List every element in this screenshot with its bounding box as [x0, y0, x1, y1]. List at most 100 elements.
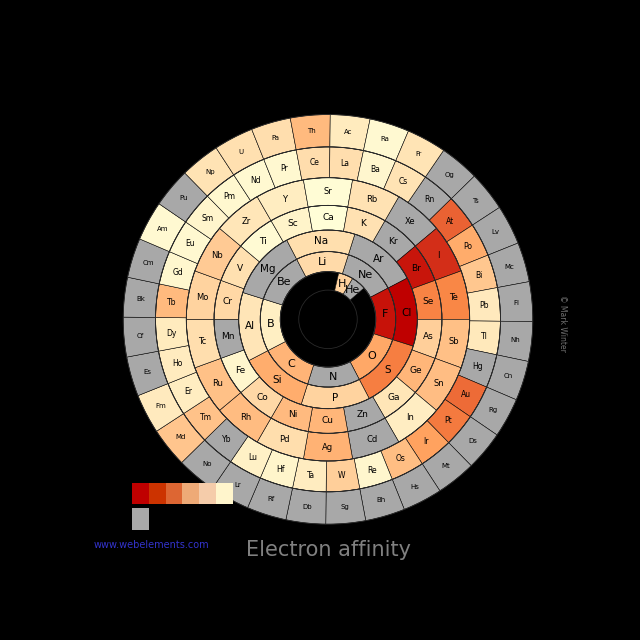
Text: O: O: [368, 351, 376, 362]
Text: Ru: Ru: [212, 379, 223, 388]
Text: Tm: Tm: [200, 413, 211, 422]
Wedge shape: [241, 377, 284, 418]
Wedge shape: [326, 459, 360, 492]
Text: Dy: Dy: [166, 328, 177, 337]
Wedge shape: [330, 115, 370, 150]
Wedge shape: [239, 230, 417, 409]
Wedge shape: [156, 413, 205, 463]
Bar: [200, 483, 216, 504]
Text: V: V: [237, 264, 243, 273]
Text: C: C: [287, 358, 295, 369]
Wedge shape: [264, 259, 306, 305]
Text: I: I: [438, 251, 440, 260]
Wedge shape: [308, 362, 359, 387]
Text: Pr: Pr: [280, 164, 288, 173]
Wedge shape: [156, 317, 189, 351]
Text: Th: Th: [307, 129, 316, 134]
Text: Gd: Gd: [173, 268, 184, 276]
Wedge shape: [383, 161, 426, 202]
Wedge shape: [221, 350, 260, 392]
Text: Al: Al: [244, 321, 255, 331]
Text: N: N: [329, 372, 337, 382]
Wedge shape: [396, 131, 444, 177]
Text: Sg: Sg: [340, 504, 349, 510]
Wedge shape: [156, 147, 500, 492]
Text: Ne: Ne: [358, 270, 372, 280]
Text: Es: Es: [143, 369, 151, 375]
Bar: [166, 483, 182, 504]
Text: Ts: Ts: [472, 198, 479, 204]
Wedge shape: [371, 288, 396, 340]
Wedge shape: [290, 115, 330, 150]
Text: La: La: [340, 159, 349, 168]
Wedge shape: [472, 207, 518, 255]
Wedge shape: [287, 230, 355, 259]
Wedge shape: [426, 150, 474, 199]
Wedge shape: [360, 479, 404, 521]
Wedge shape: [123, 277, 159, 317]
Wedge shape: [350, 333, 392, 380]
Wedge shape: [348, 418, 399, 459]
Text: Nd: Nd: [250, 175, 260, 184]
Wedge shape: [335, 273, 353, 294]
Wedge shape: [348, 234, 407, 288]
Wedge shape: [470, 387, 516, 435]
Text: Rf: Rf: [268, 496, 275, 502]
Text: Am: Am: [157, 226, 168, 232]
Text: Ba: Ba: [371, 165, 380, 174]
Text: Nh: Nh: [511, 337, 520, 343]
Bar: [132, 483, 148, 504]
Text: Ds: Ds: [468, 438, 477, 444]
Wedge shape: [260, 450, 299, 488]
Wedge shape: [220, 392, 271, 442]
Text: Pt: Pt: [444, 416, 452, 425]
Wedge shape: [460, 255, 497, 293]
Text: Mg: Mg: [260, 264, 276, 274]
Text: Zr: Zr: [241, 217, 250, 226]
Bar: [182, 483, 200, 504]
Text: Lu: Lu: [248, 452, 257, 461]
Wedge shape: [359, 340, 413, 399]
Text: Po: Po: [463, 243, 472, 252]
Text: Cm: Cm: [142, 260, 154, 266]
Text: Nb: Nb: [211, 251, 223, 260]
Text: Eu: Eu: [186, 239, 195, 248]
Wedge shape: [186, 271, 221, 319]
Text: Ho: Ho: [172, 359, 182, 368]
Text: Co: Co: [257, 393, 269, 402]
Text: Electron affinity: Electron affinity: [246, 540, 410, 561]
Text: Ac: Ac: [344, 129, 353, 135]
Text: Se: Se: [422, 297, 434, 306]
Wedge shape: [186, 178, 470, 461]
Text: K: K: [360, 220, 365, 228]
Text: Ga: Ga: [387, 393, 399, 402]
Wedge shape: [243, 240, 297, 299]
Text: Hg: Hg: [472, 362, 483, 371]
Wedge shape: [271, 207, 312, 242]
Text: Lr: Lr: [234, 482, 241, 488]
Wedge shape: [127, 351, 168, 396]
Wedge shape: [214, 319, 244, 358]
Wedge shape: [214, 280, 244, 319]
Wedge shape: [330, 147, 364, 180]
Wedge shape: [271, 397, 312, 431]
Wedge shape: [396, 246, 435, 289]
Wedge shape: [344, 207, 385, 242]
Text: Yb: Yb: [222, 435, 232, 444]
Text: Pd: Pd: [279, 435, 289, 444]
Text: Te: Te: [449, 292, 458, 301]
Text: Np: Np: [205, 169, 215, 175]
Wedge shape: [458, 349, 497, 387]
Text: Y: Y: [282, 195, 287, 204]
Wedge shape: [343, 278, 364, 300]
Text: Bi: Bi: [475, 271, 483, 280]
Wedge shape: [168, 372, 209, 413]
Text: Xe: Xe: [405, 217, 415, 226]
Bar: [132, 508, 148, 529]
Text: Lv: Lv: [492, 229, 499, 236]
Wedge shape: [186, 196, 229, 239]
Text: Fm: Fm: [156, 403, 166, 410]
Text: No: No: [202, 461, 211, 467]
Wedge shape: [220, 196, 271, 246]
Wedge shape: [445, 375, 486, 417]
